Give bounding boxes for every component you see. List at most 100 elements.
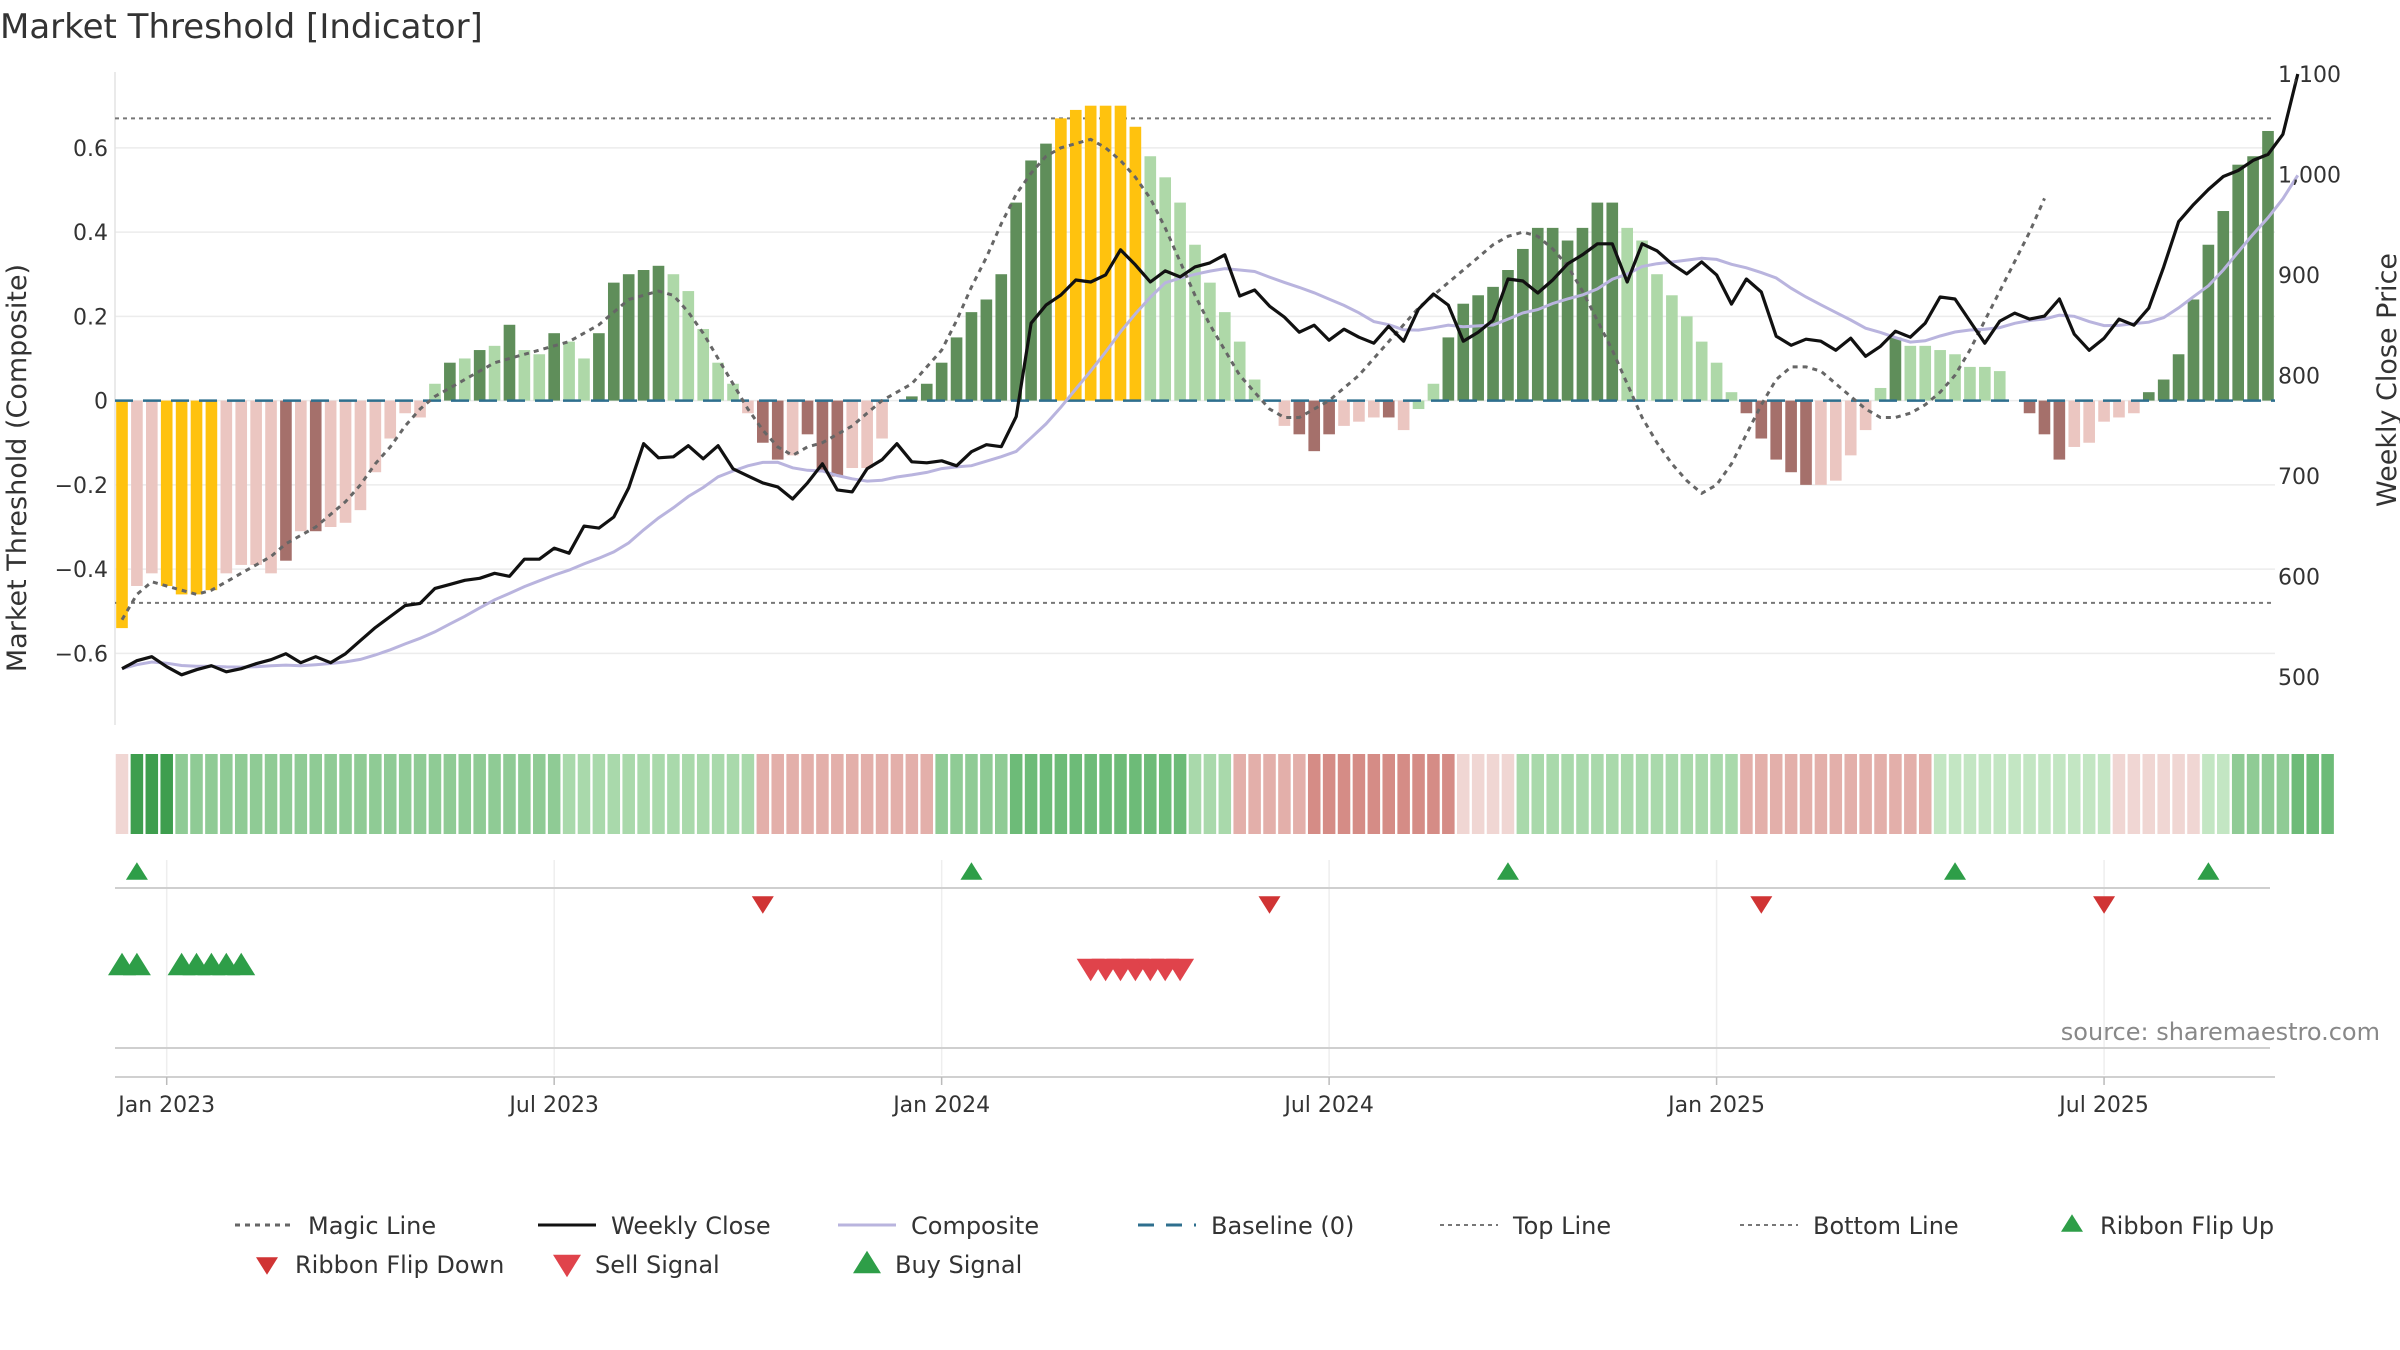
- composite-bar: [1755, 400, 1768, 439]
- ribbon-cell: [324, 754, 337, 834]
- y-tick-label: 0: [94, 390, 108, 415]
- composite-bar: [1010, 202, 1022, 401]
- composite-bar: [1368, 400, 1380, 418]
- ribbon-cell: [205, 754, 218, 834]
- ribbon-cell: [1442, 754, 1455, 834]
- ribbon-cell: [190, 754, 203, 834]
- ribbon-cell: [1367, 754, 1381, 834]
- ribbon-cell: [2276, 754, 2290, 834]
- composite-bar: [1040, 143, 1052, 401]
- ribbon-cell: [2172, 754, 2185, 834]
- ribbon-cell: [995, 754, 1008, 834]
- composite-bar: [2187, 299, 2200, 401]
- ribbon-cell: [2112, 754, 2126, 834]
- legend-item-buy-signal: Buy Signal: [853, 1250, 1022, 1279]
- ribbon-cell: [2157, 754, 2170, 834]
- ribbon-cell: [1844, 754, 1857, 834]
- ribbon-cell: [2053, 754, 2066, 834]
- composite-bar: [682, 291, 695, 401]
- ribbon-flip-down-marker: [1258, 896, 1281, 914]
- composite-bar: [1859, 400, 1872, 431]
- ribbon-cell: [1829, 754, 1843, 834]
- ribbon-cell: [1799, 754, 1813, 834]
- composite-bar: [1844, 400, 1857, 456]
- composite-bar: [2083, 400, 2095, 443]
- composite-bar: [116, 400, 128, 629]
- ribbon-cell: [801, 754, 814, 834]
- ribbon-cell: [1561, 754, 1574, 834]
- composite-bar: [1800, 400, 1812, 485]
- ribbon-cell: [354, 754, 367, 834]
- composite-bar: [786, 400, 799, 456]
- composite-bar: [1830, 400, 1842, 481]
- ribbon-cell: [741, 754, 755, 834]
- legend-swatch: [853, 1250, 881, 1274]
- composite-bar: [1979, 366, 1991, 401]
- composite-bar: [771, 400, 784, 460]
- composite-bar: [2262, 130, 2274, 401]
- ribbon-cell: [1129, 754, 1142, 834]
- ribbon-cell: [2008, 754, 2021, 834]
- ribbon-cell: [1859, 754, 1872, 834]
- ribbon-cell: [935, 754, 948, 834]
- ribbon-cell: [279, 754, 293, 834]
- ribbon-flip-down-marker: [751, 896, 774, 914]
- ribbon-cell: [1188, 754, 1202, 834]
- composite-bars: [116, 105, 2274, 629]
- legend-label: Weekly Close: [611, 1212, 771, 1240]
- composite-bar: [1427, 383, 1440, 401]
- ribbon-cell: [1024, 754, 1038, 834]
- ribbon-cell: [622, 754, 635, 834]
- composite-bar: [1055, 118, 1067, 401]
- ribbon-cell: [1099, 754, 1112, 834]
- ribbon-cell: [458, 754, 472, 834]
- ribbon-cell: [2217, 754, 2230, 834]
- ribbon-cell: [1889, 754, 1902, 834]
- legend-item-weekly-close: Weekly Close: [538, 1212, 771, 1240]
- weekly-close-line: [121, 73, 2300, 677]
- composite-bar: [563, 341, 575, 401]
- ribbon-cell: [2231, 754, 2245, 834]
- legend-label: Sell Signal: [595, 1251, 720, 1279]
- ribbon-cell: [145, 754, 159, 834]
- ribbon-cell: [1784, 754, 1798, 834]
- composite-bar: [607, 282, 620, 401]
- ribbon-cell: [950, 754, 963, 834]
- ribbon-cell: [1322, 754, 1336, 834]
- composite-bar: [593, 333, 605, 401]
- ribbon-cell: [1412, 754, 1425, 834]
- ribbon-cell: [1531, 754, 1545, 834]
- composite-bar: [1561, 240, 1574, 401]
- x-axis-ticks: Jan 2023 Jul 2023 Jan 2024 Jul 2024 Jan 2025…: [115, 1076, 2275, 1118]
- composite-bar: [995, 274, 1008, 401]
- legend-item-top-line: Top Line: [1440, 1212, 1611, 1240]
- y-tick-label: 1,000: [2278, 163, 2341, 188]
- composite-bar: [1964, 366, 1976, 401]
- composite-bar: [935, 362, 948, 401]
- composite-bar: [1651, 274, 1663, 401]
- composite-bar: [1889, 337, 1902, 401]
- composite-bar: [399, 400, 411, 414]
- composite-bar: [831, 400, 844, 477]
- ribbon-cell: [369, 754, 382, 834]
- legend-label: Composite: [911, 1212, 1039, 1240]
- composite-bar: [1546, 227, 1559, 401]
- composite-bar: [1353, 400, 1365, 422]
- composite-bar: [578, 358, 590, 401]
- composite-bar: [1159, 177, 1172, 401]
- composite-bar: [1576, 227, 1589, 401]
- x-tick-label: Jan 2024: [891, 1093, 990, 1118]
- ribbon-cell: [2202, 754, 2215, 834]
- ribbon-cell: [2082, 754, 2096, 834]
- composite-bar: [175, 400, 188, 595]
- ribbon-cell: [249, 754, 263, 834]
- ribbon-cell: [1620, 754, 1634, 834]
- composite-bar: [1710, 362, 1723, 401]
- composite-bar: [548, 333, 560, 401]
- ribbon-cell: [1203, 754, 1217, 834]
- composite-bar: [980, 299, 993, 401]
- ribbon-cell: [1993, 754, 2007, 834]
- composite-bar: [2247, 156, 2259, 401]
- legend-swatch: [553, 1254, 581, 1278]
- composite-bar: [1382, 400, 1395, 418]
